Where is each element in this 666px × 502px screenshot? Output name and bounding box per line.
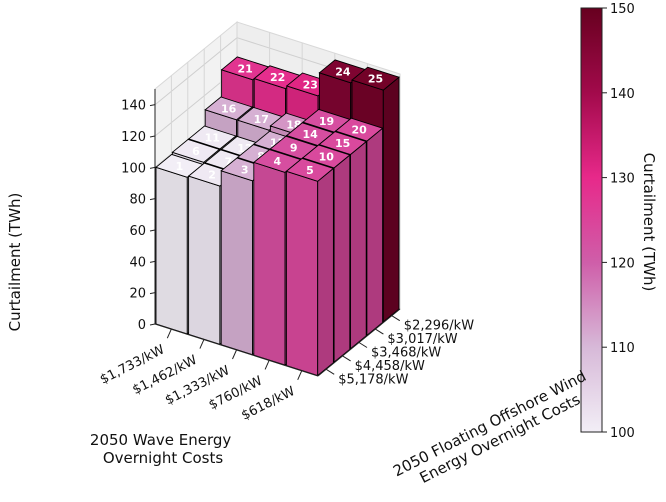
bar-id-label: 21: [237, 62, 252, 75]
z-tick-label: 40: [129, 255, 146, 270]
z-tick-label: 80: [129, 193, 146, 208]
y-axis-title-line1: 2050 Floating Offshore Wind: [390, 367, 589, 480]
colorbar-tick-label: 120: [610, 256, 635, 271]
z-tick: [149, 135, 156, 138]
x-axis-title-line2: Overnight Costs: [103, 449, 224, 467]
bar-top-face: [301, 144, 351, 169]
bar-top-face: [204, 96, 254, 121]
x-tick: [199, 339, 205, 349]
bar-id-label: 22: [270, 71, 285, 84]
bar-id-label: 25: [368, 73, 383, 86]
bar-id-label: 7: [225, 155, 233, 168]
y-axis: $5,178/kW$4,458/kW$3,468/kW$3,017/kW$2,2…: [317, 308, 474, 387]
bar-id-label: 17: [254, 113, 269, 126]
bar-side-face: [350, 140, 367, 350]
bar-front-face: [155, 166, 188, 335]
colorbar-tick-label: 140: [610, 87, 635, 102]
colorbar-scale: [580, 7, 603, 433]
z-tick-label: 60: [129, 224, 146, 239]
bar-id-label: 19: [319, 115, 334, 128]
y-tick-label: $3,017/kW: [387, 332, 457, 347]
z-tick: [149, 104, 156, 107]
x-axis-title: 2050 Wave Energy Overnight Costs: [90, 431, 236, 467]
bar-id-label: 24: [335, 65, 351, 78]
colorbar-tick-label: 130: [610, 172, 635, 187]
x-tick: [297, 370, 303, 381]
x-tick: [264, 360, 270, 370]
y-tick: [391, 315, 401, 322]
bar-top-face: [334, 117, 384, 142]
colorbar-tick-label: 150: [610, 2, 635, 17]
bar-top-face: [318, 131, 368, 156]
bar-side-face: [366, 127, 384, 337]
bar-5: 5: [285, 157, 335, 377]
z-tick: [149, 323, 156, 326]
bar-front-face: [285, 170, 319, 377]
bar-id-label: 20: [351, 124, 367, 137]
colorbar-tick-label: 100: [610, 426, 635, 441]
y-tick: [342, 355, 351, 362]
bar-id-label: 10: [319, 150, 335, 163]
z-tick: [149, 260, 156, 263]
z-tick-label: 120: [121, 130, 146, 145]
y-tick-label: $4,458/kW: [355, 359, 425, 374]
y-tick-label: $3,468/kW: [371, 346, 441, 361]
y-tick-label: $2,296/kW: [404, 319, 474, 334]
bar-top-face: [285, 157, 335, 182]
x-axis-title-line1: 2050 Wave Energy: [90, 431, 232, 449]
z-axis-title: Curtailment (TWh): [6, 193, 24, 332]
z-tick-label: 20: [129, 287, 146, 302]
bar-id-label: 5: [306, 164, 314, 177]
bars: 2122162317112418126251913712014821593104…: [155, 56, 400, 377]
bar-id-label: 11: [205, 131, 220, 144]
bar-id-label: 2: [208, 169, 216, 182]
bar-id-label: 23: [303, 78, 318, 91]
bar-id-label: 16: [221, 102, 237, 115]
bar-top-face: [351, 66, 400, 91]
colorbar-tick-label: 110: [610, 341, 635, 356]
z-tick-label: 140: [121, 99, 146, 114]
bar-id-label: 9: [290, 142, 298, 155]
bar-id-label: 1: [176, 160, 184, 173]
y-tick-label: $5,178/kW: [338, 372, 408, 387]
bar-id-label: 4: [273, 155, 281, 168]
bar-side-face: [317, 167, 334, 377]
bar-top-face: [187, 125, 237, 150]
z-tick: [149, 166, 156, 169]
bar-side-face: [382, 76, 400, 323]
colorbar-label: Curtailment (TWh): [640, 153, 658, 292]
colorbar: 100 110 120 130 140 150: [580, 2, 635, 441]
bar-id-label: 15: [335, 137, 350, 150]
y-tick: [375, 328, 384, 335]
bar-id-label: 3: [241, 163, 249, 176]
y-tick: [325, 368, 335, 375]
bar-side-face: [333, 154, 351, 364]
z-tick-label: 100: [121, 161, 146, 176]
bar-top-face: [171, 138, 221, 163]
z-tick: [149, 198, 156, 201]
bar-front-face: [220, 170, 253, 356]
bar-id-label: 14: [302, 128, 318, 141]
y-axis-title: 2050 Floating Offshore Wind Energy Overn…: [390, 365, 601, 496]
z-tick: [149, 229, 156, 232]
z-axis: 0 20 40 60 80 100 120 140: [121, 89, 156, 333]
x-tick: [232, 349, 237, 360]
y-tick: [358, 342, 368, 348]
z-tick: [149, 292, 156, 295]
bar-front-face: [253, 161, 286, 366]
z-tick-label: 0: [138, 318, 146, 333]
bar-id-label: 6: [192, 145, 200, 158]
bar-front-face: [188, 175, 221, 345]
x-tick: [166, 328, 172, 339]
